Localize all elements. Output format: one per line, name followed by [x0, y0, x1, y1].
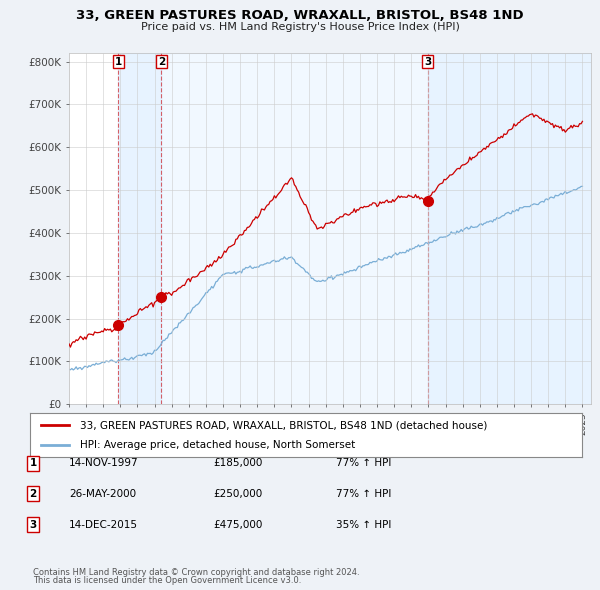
Text: 35% ↑ HPI: 35% ↑ HPI [336, 520, 391, 529]
Text: This data is licensed under the Open Government Licence v3.0.: This data is licensed under the Open Gov… [33, 576, 301, 585]
Text: £475,000: £475,000 [213, 520, 262, 529]
Text: Price paid vs. HM Land Registry's House Price Index (HPI): Price paid vs. HM Land Registry's House … [140, 22, 460, 32]
Bar [161, 53, 428, 404]
Text: £250,000: £250,000 [213, 489, 262, 499]
Text: 26-MAY-2000: 26-MAY-2000 [69, 489, 136, 499]
Text: 77% ↑ HPI: 77% ↑ HPI [336, 489, 391, 499]
Bar [428, 53, 591, 404]
Text: 3: 3 [29, 520, 37, 529]
Text: 3: 3 [424, 57, 431, 67]
Text: Contains HM Land Registry data © Crown copyright and database right 2024.: Contains HM Land Registry data © Crown c… [33, 568, 359, 577]
Text: 33, GREEN PASTURES ROAD, WRAXALL, BRISTOL, BS48 1ND: 33, GREEN PASTURES ROAD, WRAXALL, BRISTO… [76, 9, 524, 22]
Text: 2: 2 [29, 489, 37, 499]
Text: 33, GREEN PASTURES ROAD, WRAXALL, BRISTOL, BS48 1ND (detached house): 33, GREEN PASTURES ROAD, WRAXALL, BRISTO… [80, 421, 487, 430]
Text: 14-NOV-1997: 14-NOV-1997 [69, 458, 139, 468]
Text: 14-DEC-2015: 14-DEC-2015 [69, 520, 138, 529]
Bar [118, 53, 161, 404]
Text: £185,000: £185,000 [213, 458, 262, 468]
Text: 1: 1 [29, 458, 37, 468]
Text: 77% ↑ HPI: 77% ↑ HPI [336, 458, 391, 468]
Text: 1: 1 [115, 57, 122, 67]
Text: 2: 2 [158, 57, 165, 67]
Text: HPI: Average price, detached house, North Somerset: HPI: Average price, detached house, Nort… [80, 440, 355, 450]
